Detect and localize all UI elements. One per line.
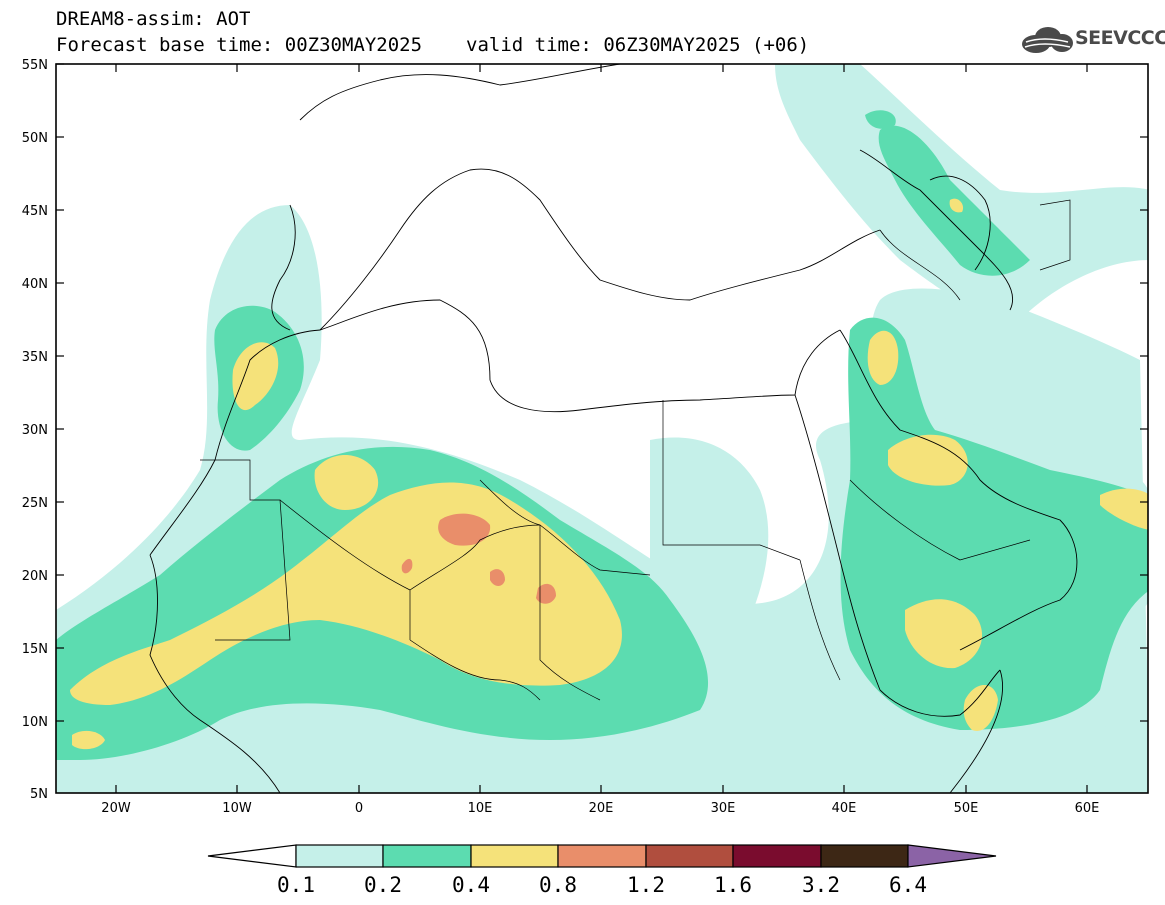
aot-contour-0.8: [401, 513, 556, 604]
map-title: DREAM8-assim: AOT: [56, 8, 251, 30]
base-time: Forecast base time: 00Z30MAY2025: [56, 34, 423, 56]
lat-label: 30N: [22, 423, 48, 438]
lat-label: 45N: [22, 204, 48, 219]
lon-label: 60E: [1075, 801, 1100, 816]
lat-label: 25N: [22, 496, 48, 511]
colorbar-label: 0.8: [539, 873, 577, 897]
colorbar-swatch: [645, 844, 734, 868]
colorbar-swatch: [295, 844, 384, 868]
cloud-logo-icon: [1022, 27, 1073, 53]
colorbar-swatch: [820, 844, 909, 868]
lon-label: 40E: [832, 801, 857, 816]
lon-label: 20W: [101, 801, 131, 816]
colorbar: [207, 844, 997, 868]
lat-label: 10N: [22, 715, 48, 730]
lat-label: 20N: [22, 569, 48, 584]
lat-label: 5N: [30, 787, 48, 802]
lon-label: 50E: [954, 801, 979, 816]
lat-label: 15N: [22, 642, 48, 657]
valid-time: valid time: 06Z30MAY2025 (+06): [466, 34, 810, 56]
colorbar-label: 1.2: [627, 873, 665, 897]
lat-label: 50N: [22, 131, 48, 146]
colorbar-swatch: [470, 844, 559, 868]
aot-field: [56, 64, 1148, 793]
logo-text: SEEVCCC: [1075, 27, 1165, 49]
lon-label: 30E: [711, 801, 736, 816]
lon-labels: 20W 10W 0 10E 20E 30E 40E 50E 60E: [101, 801, 1099, 816]
coastlines: [149, 64, 1078, 793]
lat-label: 40N: [22, 277, 48, 292]
lon-label: 10E: [468, 801, 493, 816]
colorbar-right-arrow: [907, 844, 997, 868]
lat-label: 35N: [22, 350, 48, 365]
colorbar-label: 0.1: [277, 873, 315, 897]
colorbar-label: 1.6: [714, 873, 752, 897]
colorbar-labels: 0.1 0.2 0.4 0.8 1.2 1.6 3.2 6.4: [277, 873, 927, 897]
colorbar-swatch: [732, 844, 822, 868]
colorbar-label: 0.4: [452, 873, 490, 897]
colorbar-swatch: [382, 844, 472, 868]
colorbar-label: 0.2: [364, 873, 402, 897]
colorbar-swatch: [557, 844, 647, 868]
lon-label: 10W: [222, 801, 252, 816]
lat-labels: 55N 50N 45N 40N 35N 30N 25N 20N 15N 10N …: [22, 58, 48, 802]
lat-label: 55N: [22, 58, 48, 73]
borders: [200, 199, 1071, 701]
tick-marks: [56, 63, 1148, 793]
forecast-times: Forecast base time: 00Z30MAY2025 valid ti…: [56, 34, 809, 56]
lon-label: 0: [355, 801, 363, 816]
colorbar-label: 3.2: [802, 873, 840, 897]
colorbar-label: 6.4: [889, 873, 927, 897]
colorbar-left-arrow: [207, 844, 297, 868]
lon-label: 20E: [589, 801, 614, 816]
